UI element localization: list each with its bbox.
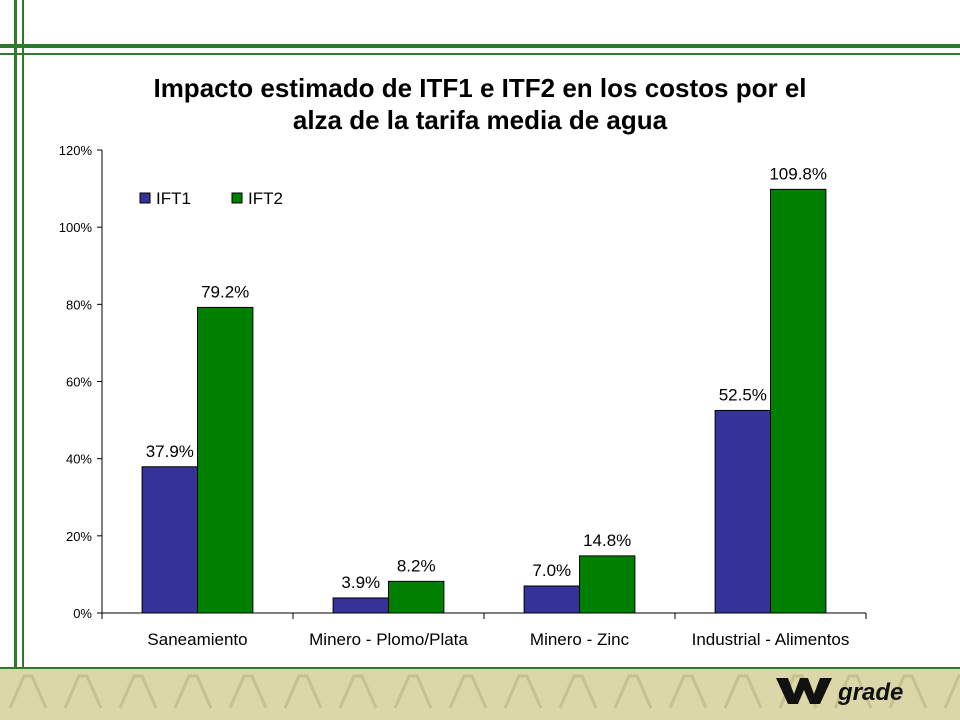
y-tick-label: 60% [66, 375, 92, 390]
footer-pattern-mark [448, 674, 488, 709]
grade-logo-mark: grade [776, 678, 903, 706]
footer-pattern-mark [943, 674, 960, 709]
footer-pattern-mark [228, 674, 268, 709]
footer-pattern-mark [888, 674, 928, 709]
bar [141, 466, 198, 614]
frame-vertical-line-1 [14, 0, 17, 720]
y-tick-label: 40% [66, 452, 92, 467]
x-tick-label: Minero - Plomo/Plata [309, 630, 468, 649]
data-label: 109.8% [769, 164, 827, 183]
frame-horizontal-line-2 [0, 53, 960, 55]
footer-pattern-mark [613, 674, 653, 709]
bar [579, 555, 636, 614]
x-tick-label: Saneamiento [147, 630, 247, 649]
y-tick-label: 100% [59, 220, 93, 235]
footer-pattern-mark [173, 674, 213, 709]
bar [332, 597, 389, 614]
footer-pattern-mark [63, 674, 103, 709]
y-tick-label: 80% [66, 297, 92, 312]
data-label: 7.0% [532, 561, 571, 580]
legend-swatch [231, 192, 243, 204]
y-tick-label: 120% [59, 143, 93, 158]
footer-pattern-mark [503, 674, 543, 709]
footer-pattern-mark [558, 674, 598, 709]
data-label: 8.2% [397, 556, 436, 575]
frame-vertical-line-2 [22, 0, 24, 720]
footer-pattern-mark [833, 674, 873, 709]
footer-pattern-mark [118, 674, 158, 709]
bar [523, 585, 580, 614]
footer-pattern-mark [338, 674, 378, 709]
legend-label: IFT1 [156, 189, 191, 208]
grade-logo-text: grade [837, 679, 903, 706]
footer-pattern-mark [723, 674, 763, 709]
data-label: 52.5% [719, 385, 767, 404]
footer-pattern [8, 674, 960, 709]
grade-logo: grade [774, 676, 934, 706]
y-tick-label: 20% [66, 529, 92, 544]
footer-pattern-mark [668, 674, 708, 709]
data-label: 37.9% [146, 442, 194, 461]
legend-swatch [139, 192, 151, 204]
x-tick-label: Minero - Zinc [530, 630, 630, 649]
frame-horizontal-line-1 [0, 44, 960, 48]
bar [770, 188, 827, 614]
bar [388, 580, 445, 614]
footer-pattern-mark [8, 674, 48, 709]
data-label: 3.9% [341, 573, 380, 592]
x-tick-label: Industrial - Alimentos [692, 630, 850, 649]
footer-pattern-mark [283, 674, 323, 709]
footer-pattern-mark [393, 674, 433, 709]
legend-label: IFT2 [248, 189, 283, 208]
footer-top-line [0, 667, 960, 669]
bar [714, 409, 771, 614]
y-tick-label: 0% [73, 606, 92, 621]
chart-title-line-1: Impacto estimado de ITF1 e ITF2 en los c… [153, 73, 807, 103]
chart-title: Impacto estimado de ITF1 e ITF2 en los c… [100, 72, 860, 136]
data-label: 79.2% [201, 282, 249, 301]
chart-title-line-2: alza de la tarifa media de agua [292, 105, 668, 135]
data-label: 14.8% [583, 531, 631, 550]
bar [197, 306, 254, 614]
